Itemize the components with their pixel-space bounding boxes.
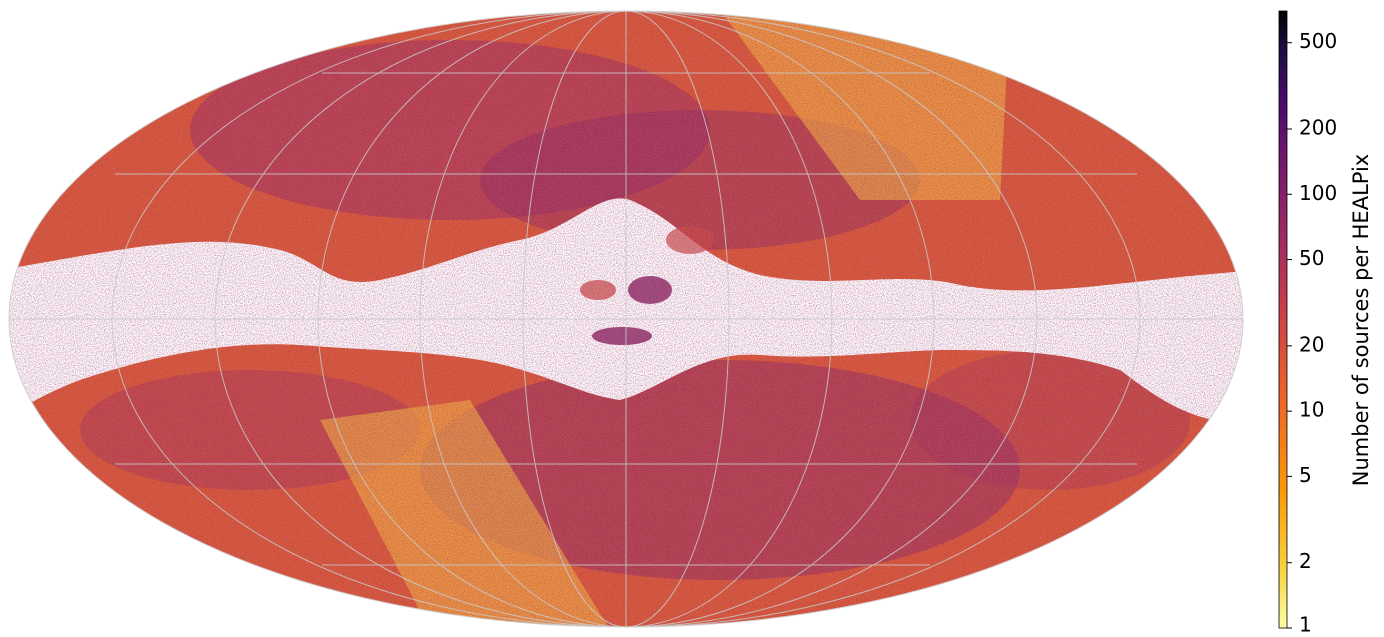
colorbar-tick-label: 20 [1299, 332, 1324, 356]
colorbar-tick-label: 500 [1299, 29, 1337, 53]
graticule-meridian-90 [317, 11, 935, 627]
graticule-meridian-120 [214, 11, 1038, 627]
colorbar-tick-label: 10 [1299, 398, 1324, 422]
graticule [9, 11, 1243, 627]
colorbar-tick-label: 1 [1299, 613, 1312, 637]
graticule-meridian-30 [522, 11, 730, 627]
colorbar-tick-label: 200 [1299, 115, 1337, 139]
colorbar-tick-label: 100 [1299, 181, 1337, 205]
colorbar-label: Number of sources per HEALPix [1349, 154, 1373, 486]
mollweide-map [9, 11, 1243, 627]
graticule-meridian-60 [419, 11, 833, 627]
colorbar-tick-label: 50 [1299, 246, 1324, 270]
graticule-meridian-150 [111, 11, 1141, 627]
colorbar: 500 200 100 50 20 10 5 2 1 Number of sources per… [1278, 10, 1373, 637]
colorbar-tick-label: 5 [1299, 463, 1312, 487]
colorbar-tick-label: 2 [1299, 549, 1312, 573]
colorbar-ticks: 500 200 100 50 20 10 5 2 1 [1287, 29, 1337, 637]
colorbar-gradient [1278, 10, 1288, 629]
map-outline [8, 10, 1244, 628]
